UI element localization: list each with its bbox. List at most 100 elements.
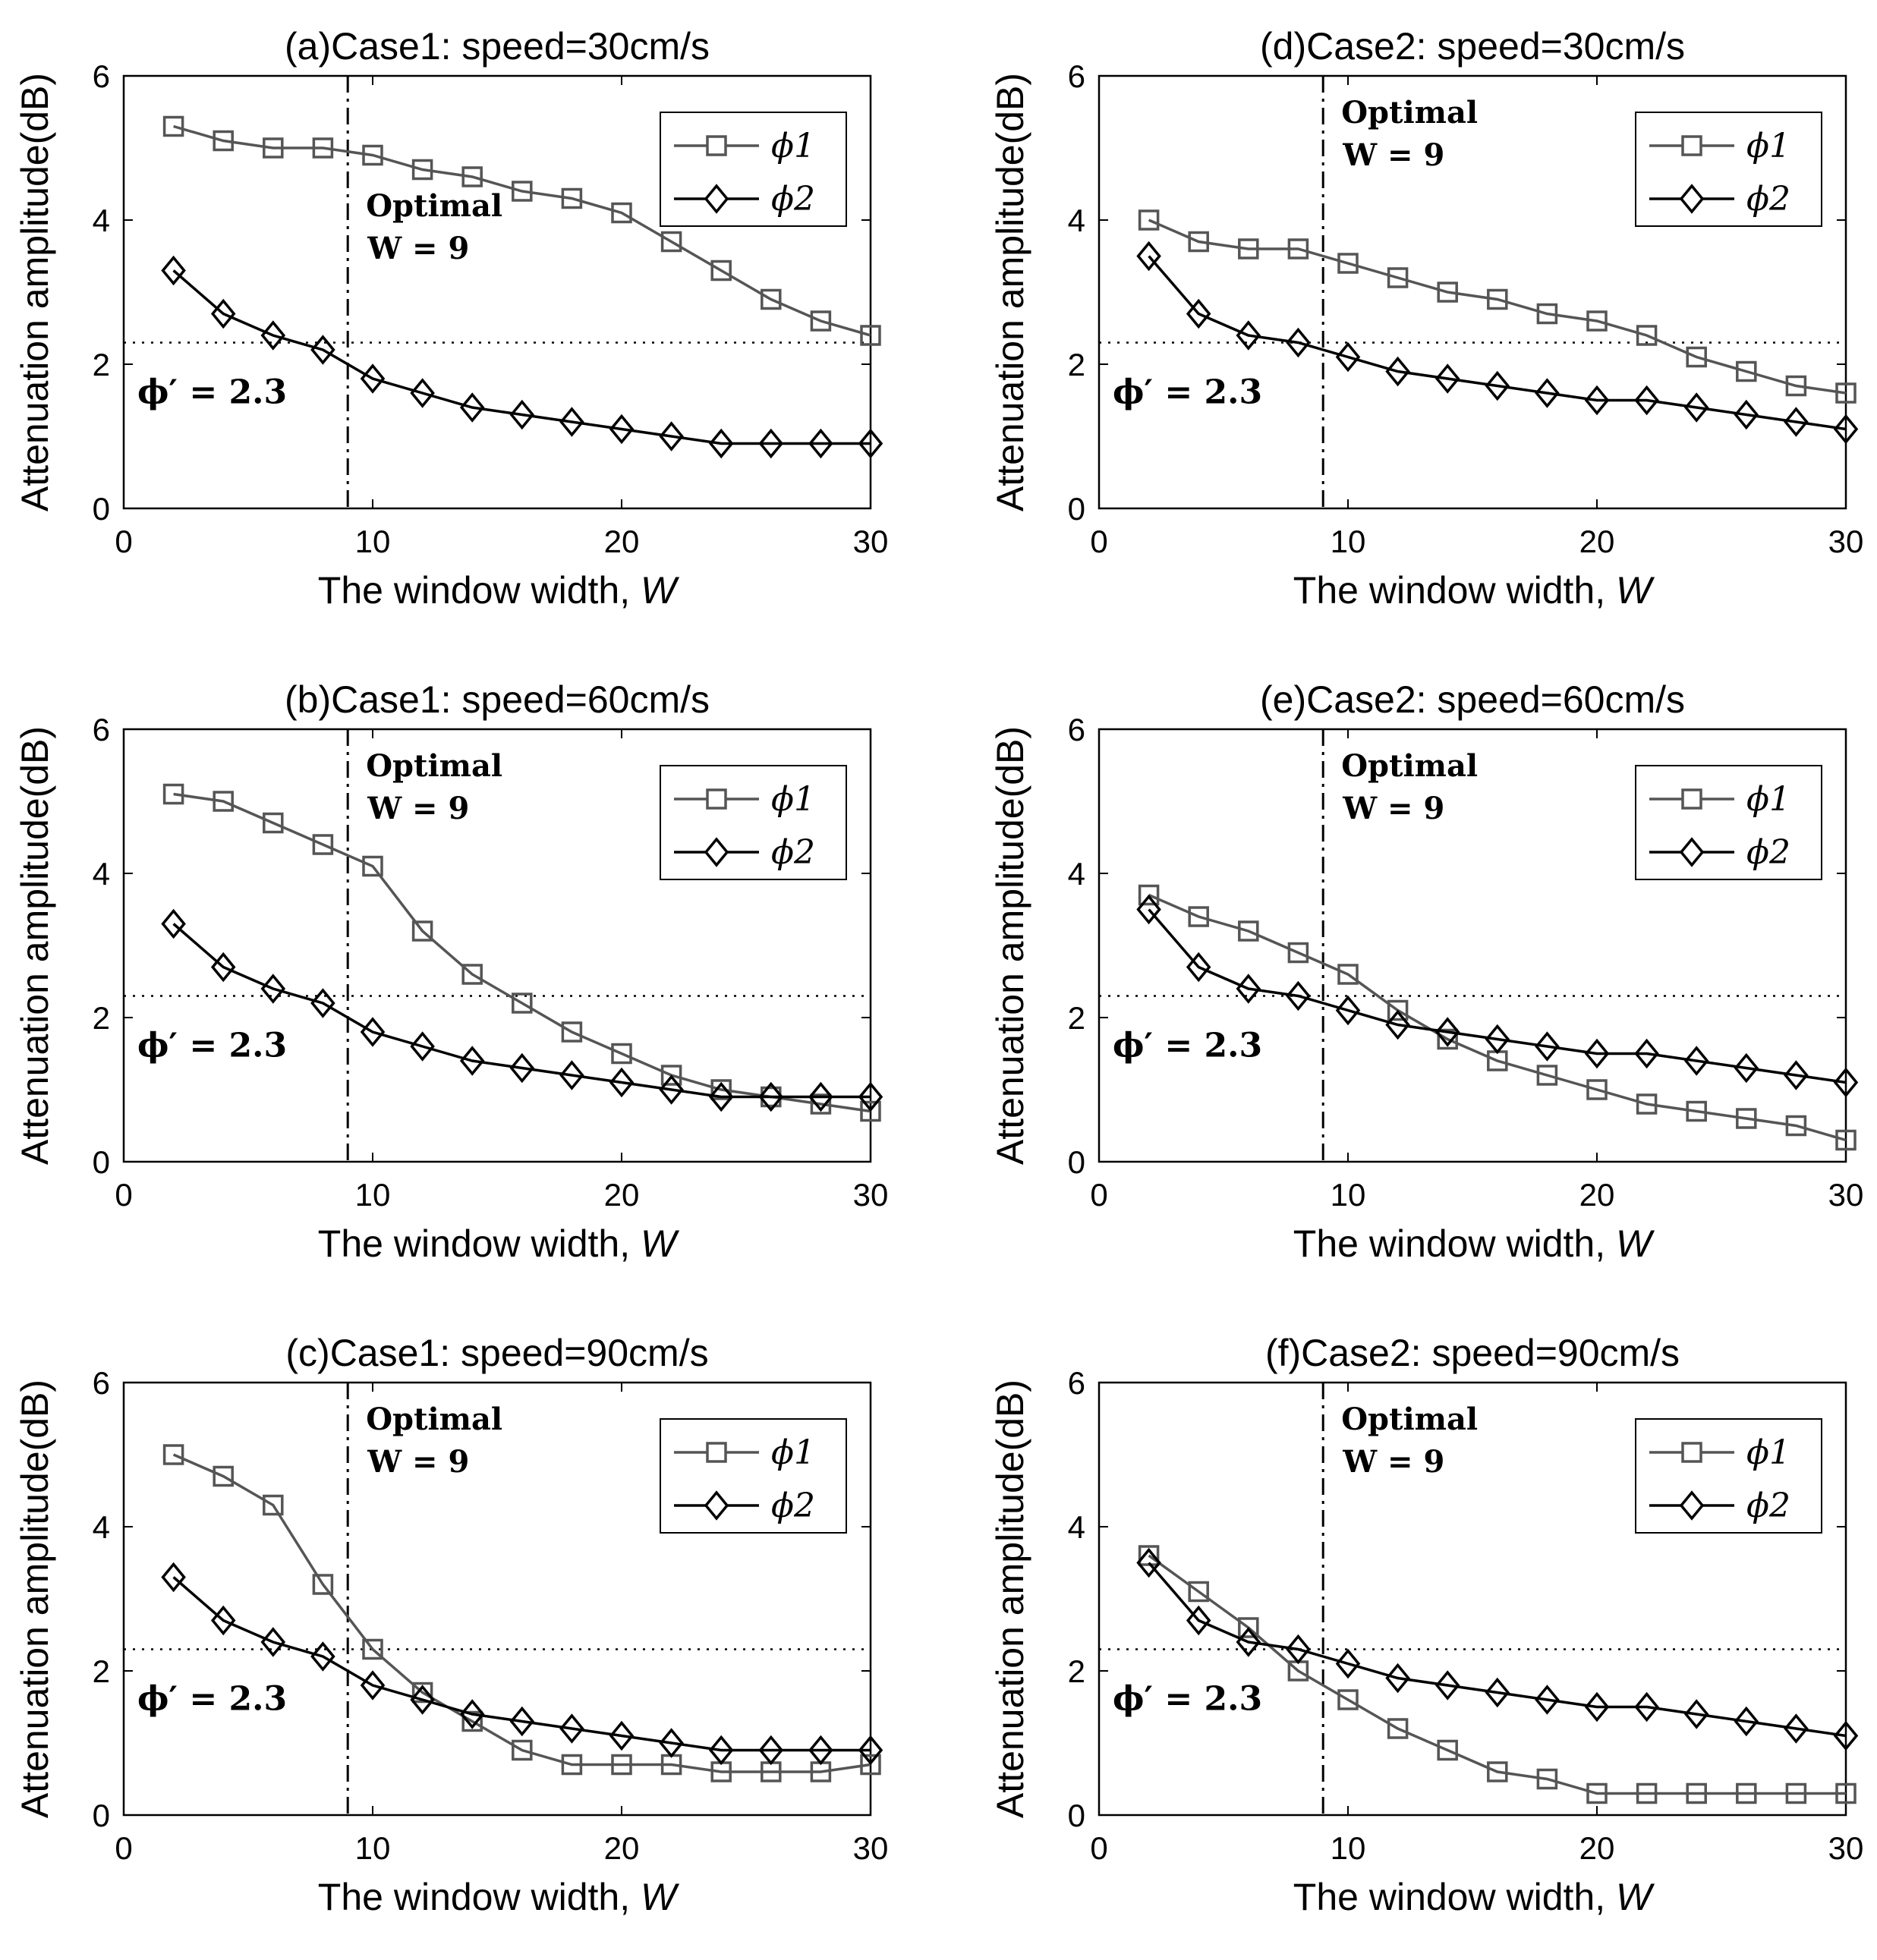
data-point-diamond bbox=[559, 407, 584, 437]
data-point-square bbox=[411, 920, 433, 942]
optimal-annotation-title: Optimal bbox=[1341, 748, 1478, 784]
data-point-square bbox=[710, 1079, 732, 1100]
x-tick-label: 30 bbox=[853, 1830, 889, 1866]
x-tick-label: 0 bbox=[115, 1177, 132, 1213]
data-point-diamond bbox=[410, 1685, 435, 1715]
data-point-square bbox=[1238, 920, 1259, 942]
threshold-label: ϕ′ = 2.3 bbox=[137, 1027, 287, 1065]
data-point-square bbox=[1785, 1782, 1807, 1804]
y-tick-label: 2 bbox=[93, 1653, 110, 1689]
series-phi1 bbox=[1138, 209, 1857, 404]
data-point-square bbox=[1387, 267, 1409, 288]
x-tick-label: 20 bbox=[1579, 1830, 1615, 1866]
data-point-square bbox=[1736, 1782, 1757, 1804]
data-point-diamond bbox=[609, 1067, 635, 1098]
x-axis-label-text: The window width, bbox=[318, 1876, 641, 1918]
data-point-diamond bbox=[1435, 363, 1460, 394]
data-point-square bbox=[162, 115, 184, 137]
y-tick-label: 6 bbox=[93, 1365, 110, 1401]
legend-label: ϕ1 bbox=[1746, 1433, 1790, 1472]
data-point-diamond bbox=[509, 1052, 535, 1084]
data-point-square bbox=[1536, 1065, 1558, 1086]
x-axis-label-text: The window width, bbox=[318, 569, 641, 612]
data-point-diamond bbox=[410, 378, 435, 408]
data-point-square bbox=[1188, 1581, 1209, 1603]
data-point-diamond bbox=[1286, 980, 1311, 1011]
data-point-diamond bbox=[1634, 1038, 1659, 1069]
chart-title: (a)Case1: speed=30cm/s bbox=[285, 25, 710, 68]
optimal-annotation-title: Optimal bbox=[1341, 1402, 1478, 1437]
data-point-diamond bbox=[459, 392, 485, 423]
data-point-square bbox=[362, 144, 383, 166]
x-tick-label: 30 bbox=[1828, 1177, 1864, 1213]
data-point-diamond bbox=[1485, 370, 1510, 401]
data-point-diamond bbox=[1485, 1024, 1510, 1055]
data-point-square bbox=[1686, 1100, 1707, 1122]
data-point-square bbox=[1437, 1028, 1458, 1050]
x-tick-label: 0 bbox=[1090, 1177, 1107, 1213]
data-point-diamond bbox=[1634, 1691, 1659, 1722]
data-point-square bbox=[1686, 346, 1707, 368]
data-point-diamond bbox=[559, 1713, 584, 1744]
x-tick-label: 0 bbox=[1090, 524, 1107, 559]
x-tick-label: 0 bbox=[1090, 1830, 1107, 1866]
data-point-diamond bbox=[1584, 1038, 1610, 1069]
data-point-diamond bbox=[1286, 327, 1311, 358]
data-point-square bbox=[263, 812, 284, 834]
y-tick-label: 6 bbox=[93, 58, 110, 94]
data-point-diamond bbox=[1535, 1031, 1560, 1062]
x-tick-label: 10 bbox=[355, 1830, 391, 1866]
data-point-diamond bbox=[1784, 1060, 1809, 1090]
data-point-square bbox=[611, 202, 632, 224]
series-line bbox=[172, 923, 871, 1099]
optimal-annotation-value: W = 9 bbox=[367, 791, 469, 826]
data-point-square bbox=[1835, 1782, 1857, 1804]
legend-diamond-marker bbox=[1679, 1490, 1705, 1521]
data-point-diamond bbox=[708, 1735, 734, 1766]
data-point-diamond bbox=[1335, 341, 1361, 373]
chart-title: (d)Case2: speed=30cm/s bbox=[1260, 25, 1685, 68]
data-point-square bbox=[761, 288, 782, 310]
data-point-diamond bbox=[1634, 385, 1659, 416]
data-point-diamond bbox=[459, 1699, 485, 1729]
data-point-square bbox=[1437, 1739, 1458, 1761]
data-point-diamond bbox=[1136, 894, 1161, 925]
data-point-square bbox=[1287, 238, 1309, 260]
data-point-square bbox=[263, 1494, 284, 1516]
threshold-label: ϕ′ = 2.3 bbox=[137, 373, 287, 412]
series-phi2 bbox=[1136, 241, 1859, 445]
data-point-diamond bbox=[609, 414, 635, 445]
data-point-diamond bbox=[659, 421, 684, 451]
data-point-square bbox=[561, 1754, 583, 1776]
series-line bbox=[1148, 893, 1847, 1142]
data-point-diamond bbox=[1385, 356, 1410, 387]
data-point-diamond bbox=[310, 335, 335, 365]
data-point-diamond bbox=[1535, 1685, 1560, 1715]
legend-label: ϕ1 bbox=[1746, 127, 1790, 165]
x-tick-label: 20 bbox=[1579, 524, 1615, 559]
data-point-square bbox=[1636, 325, 1658, 346]
y-tick-label: 4 bbox=[93, 1509, 110, 1545]
data-point-diamond bbox=[161, 1562, 186, 1593]
data-point-square bbox=[411, 1682, 433, 1704]
series-line bbox=[1148, 908, 1847, 1084]
data-point-square bbox=[660, 1065, 682, 1086]
data-point-diamond bbox=[260, 1627, 286, 1657]
data-point-square bbox=[1188, 906, 1209, 927]
chart-panel-f: (f)Case2: speed=90cm/s 0 10 20 30 0 2 4 6 The win… bbox=[989, 1332, 1863, 1918]
legend-box bbox=[1635, 1418, 1822, 1534]
y-axis-label: Attenuation amplitude(dB) bbox=[14, 726, 56, 1165]
data-point-square bbox=[1785, 375, 1807, 397]
y-tick-label: 4 bbox=[93, 203, 110, 238]
legend-diamond-marker bbox=[704, 1490, 729, 1521]
series-line bbox=[173, 124, 871, 337]
data-point-diamond bbox=[210, 1605, 236, 1636]
data-point-diamond bbox=[310, 1641, 335, 1672]
series-line bbox=[1148, 255, 1847, 431]
series-line bbox=[172, 1576, 871, 1752]
series-phi1 bbox=[162, 115, 881, 346]
y-axis-label: Attenuation amplitude(dB) bbox=[989, 1380, 1031, 1818]
x-tick-label: 0 bbox=[115, 1830, 132, 1866]
data-point-square bbox=[611, 1754, 632, 1776]
data-point-diamond bbox=[1286, 1634, 1311, 1665]
